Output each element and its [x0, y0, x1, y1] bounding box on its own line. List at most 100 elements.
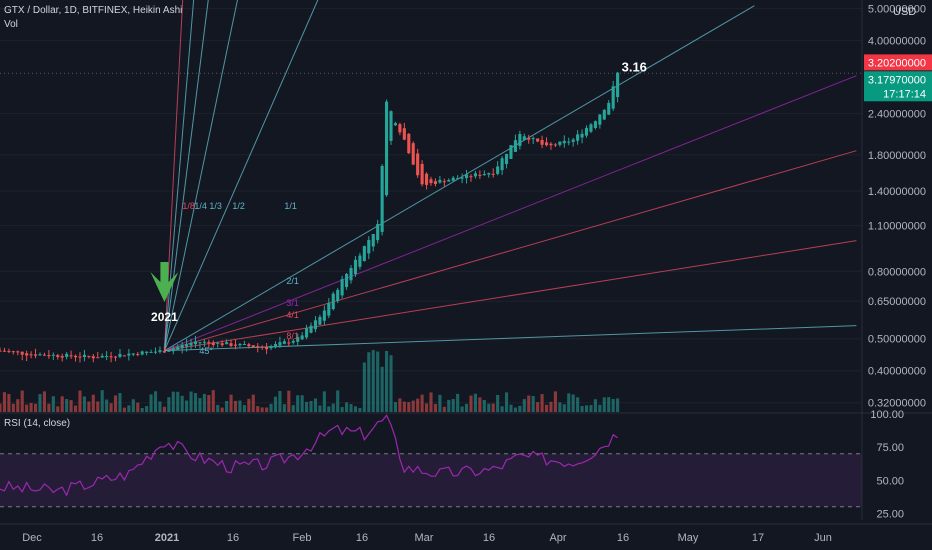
price-tick-label: 0.32000000: [868, 398, 926, 410]
candle-body: [558, 141, 562, 145]
fan-label: 1/8: [182, 201, 195, 211]
candle-body: [287, 342, 291, 344]
candle-body: [522, 136, 526, 140]
candle-body: [256, 346, 260, 348]
volume-bar: [593, 399, 597, 412]
candle-body: [20, 351, 24, 355]
vol-label[interactable]: Vol: [4, 19, 18, 30]
candle-body: [425, 173, 429, 185]
time-tick-label: Mar: [415, 532, 434, 544]
volume-bar: [358, 407, 362, 412]
volume-bar: [11, 403, 15, 412]
volume-bar: [176, 391, 180, 412]
volume-bar: [327, 406, 331, 412]
candle-body: [202, 341, 206, 343]
candle-body: [589, 124, 593, 132]
candle-body: [353, 259, 358, 275]
candle-body: [145, 351, 149, 353]
candle-body: [393, 123, 398, 126]
candle-body: [260, 346, 264, 348]
currency-label: USD: [893, 6, 917, 18]
volume-bar: [140, 407, 144, 412]
candle-body: [593, 121, 597, 129]
volume-bar: [331, 403, 335, 412]
candle-body: [131, 353, 135, 355]
candle-body: [242, 344, 246, 346]
volume-bar: [0, 403, 2, 412]
candle-body: [207, 342, 211, 344]
volume-bar: [73, 405, 78, 412]
gann-fan-lines: [0, 0, 862, 352]
volume-bar: [607, 397, 611, 412]
candle-body: [385, 101, 389, 196]
candle-body: [78, 356, 82, 358]
price-tick-label: 0.50000000: [868, 334, 926, 346]
candle-body: [469, 176, 473, 178]
candle-body: [220, 343, 224, 346]
volume-bar: [562, 404, 566, 412]
candle-body: [158, 350, 162, 352]
volume-bar: [398, 398, 402, 412]
candle-body: [282, 341, 286, 344]
candle-body: [296, 336, 300, 342]
candle-body: [416, 153, 420, 176]
volume-bar: [447, 399, 451, 412]
price-axis[interactable]: 5.00000000 4.00000000 2.40000000 1.80000000…: [861, 0, 932, 520]
volume-bar: [149, 394, 153, 412]
volume-bar: [91, 394, 95, 412]
volume-bar: [473, 393, 477, 412]
volume-bar: [460, 406, 464, 412]
candle-body: [420, 163, 424, 185]
volume-bar: [407, 402, 411, 412]
price-tick-label: 1.10000000: [868, 221, 926, 233]
volume-bar: [100, 390, 104, 412]
candle-body: [367, 239, 371, 254]
fan-label: 1/3: [209, 201, 222, 211]
volume-bar: [411, 400, 415, 412]
candle-body: [185, 344, 189, 347]
candle-body: [518, 134, 522, 146]
volume-bar: [211, 390, 215, 412]
candle-body: [438, 179, 442, 183]
last-price-box: [864, 71, 932, 102]
candle-body: [536, 138, 540, 142]
high-marker-box: [864, 54, 932, 71]
volume-bar: [153, 391, 158, 412]
candle-body: [91, 356, 95, 359]
volume-bar: [29, 402, 33, 412]
candle-body: [216, 342, 220, 344]
candle-body: [229, 343, 233, 346]
rsi-band: [0, 453, 862, 507]
candle-body: [607, 102, 611, 115]
rsi-label[interactable]: RSI (14, close): [4, 418, 71, 429]
candle-body: [198, 342, 202, 344]
symbol-line[interactable]: GTX / Dollar, 1D, BITFINEX, Heikin Ashi: [4, 5, 183, 16]
price-tick-label: 2.40000000: [868, 109, 926, 121]
volume-bar: [220, 407, 224, 412]
candle-body: [47, 355, 51, 357]
time-axis[interactable]: Dec 16 2021 16 Feb 16 Mar 16 Apr 16 May 17 Jun: [0, 523, 932, 544]
volume-bar: [225, 400, 229, 412]
volume-bar: [47, 403, 51, 412]
candle-body: [616, 72, 620, 98]
candle-body: [318, 316, 322, 325]
volume-bar: [549, 401, 553, 412]
volume-bar: [193, 393, 198, 412]
candlesticks: [0, 71, 620, 363]
candle-body: [576, 134, 580, 141]
down-arrow-icon: [150, 262, 179, 302]
volume-bar: [273, 396, 278, 412]
volume-bar: [2, 392, 6, 412]
time-tick-label: Jun: [814, 532, 832, 544]
fan-line: [164, 325, 857, 352]
fan-label: 1/4: [194, 201, 207, 211]
rsi-pane[interactable]: [0, 414, 862, 508]
candle-body: [460, 177, 464, 179]
candle-body: [100, 355, 104, 358]
volume-bar: [527, 395, 531, 412]
fan-line: [164, 240, 857, 352]
volume-bar: [451, 399, 455, 412]
volume-bar: [531, 396, 535, 412]
volume-bar: [33, 403, 38, 412]
